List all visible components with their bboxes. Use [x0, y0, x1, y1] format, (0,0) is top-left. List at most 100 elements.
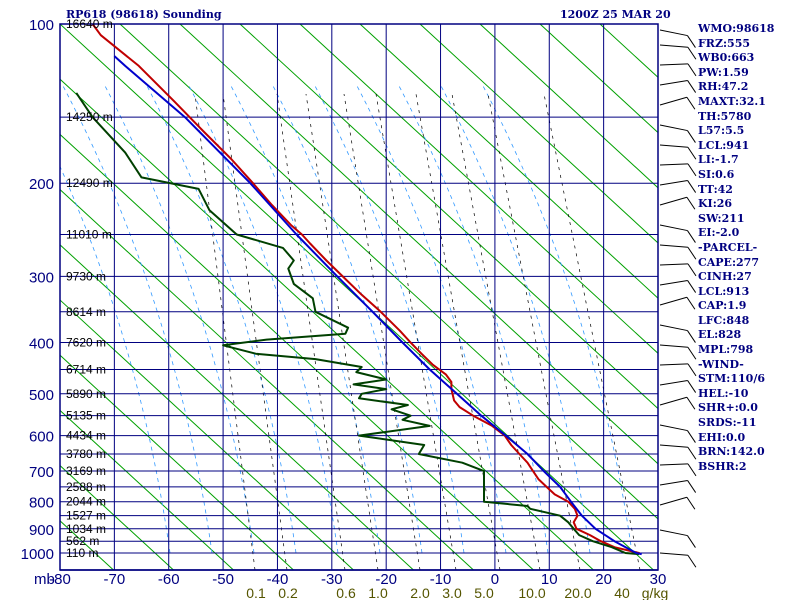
dry-adiabat: [60, 299, 355, 570]
mixing-ratio-line: [487, 93, 581, 570]
dry-adiabat: [60, 244, 415, 570]
plot-frame: [59, 23, 659, 571]
wind-barb-feather: [687, 430, 696, 443]
mixing-ratio-label: 5.0: [474, 585, 494, 600]
dry-adiabat: [539, 24, 658, 134]
mixing-ratio-labels: 0.1 0.2 0.6 1.0 2.0 3.0 5.0 10.0 20.0 40 g/kg: [246, 585, 668, 600]
wind-barb-feather: [687, 346, 697, 360]
index-item: SHR+:0.0: [698, 401, 758, 415]
background-lines: [60, 24, 658, 570]
wind-barb-feather: [687, 554, 697, 568]
wind-barb: [659, 180, 688, 186]
wind-barb-feather: [687, 246, 697, 260]
temperature-line: [91, 24, 642, 555]
wind-barb: [659, 63, 688, 66]
wind-barb: [659, 529, 688, 537]
height-label: 110 m: [66, 546, 98, 560]
height-label: 9730 m: [66, 269, 106, 283]
moist-adiabat: [271, 83, 423, 554]
moist-adiabat: [397, 83, 549, 554]
pressure-tick-label: 1000: [21, 546, 54, 563]
index-item: FRZ:555: [698, 36, 751, 50]
temperature-tick-label: -20: [375, 571, 397, 588]
dry-adiabat: [479, 24, 658, 189]
mixing-ratio-unit: g/kg: [642, 585, 668, 600]
mixing-ratio-label: 3.0: [442, 585, 462, 600]
pressure-axis: 100 200 300 400 500 600 700 800 900 1000 mb: [21, 17, 55, 588]
wind-barb: [659, 144, 688, 148]
mixing-ratio-label: 40: [614, 585, 630, 600]
dry-adiabat: [299, 24, 658, 355]
height-label: 3169 m: [66, 464, 106, 478]
wind-barb: [659, 296, 688, 306]
index-item: MAXT:32.1: [698, 94, 766, 108]
mixing-ratio-line: [276, 93, 346, 570]
dry-adiabat: [60, 464, 175, 570]
temperature-tick-label: 10: [541, 571, 558, 588]
index-item: CINH:27: [698, 270, 752, 284]
mixing-ratio-line: [305, 93, 379, 570]
parcel-line: [113, 55, 642, 556]
height-label: 7620 m: [66, 335, 106, 349]
pressure-tick-label: 500: [29, 387, 54, 404]
dry-adiabat: [60, 409, 235, 570]
index-item: HEL:-10: [698, 386, 749, 400]
sounding-datetime: 1200Z 25 MAR 20: [560, 8, 671, 21]
station-title: RP618 (98618) Sounding: [66, 8, 222, 21]
index-item: -WIND-: [698, 357, 744, 371]
wind-barb-feather: [687, 130, 696, 143]
wind-barb-feather: [687, 463, 697, 477]
pressure-tick-label: 200: [29, 176, 54, 193]
pressure-tick-label: 700: [29, 464, 54, 481]
index-item: -PARCEL-: [698, 240, 758, 254]
mixing-ratio-line: [222, 93, 288, 570]
height-label: 16640 m: [66, 17, 113, 31]
index-item: EL:828: [698, 328, 742, 342]
index-item: MPL:798: [698, 343, 754, 357]
wind-barb-feather: [686, 96, 696, 110]
temperature-tick-label: -50: [212, 571, 234, 588]
mixing-ratio-label: 0.2: [278, 585, 298, 600]
height-label: 14250 m: [66, 110, 113, 124]
wind-barb: [659, 344, 688, 348]
mixing-ratio-label: 0.1: [246, 585, 266, 600]
height-label: 5135 m: [66, 409, 106, 423]
index-item: KI:26: [698, 197, 733, 211]
pressure-tick-label: 900: [29, 522, 54, 539]
index-item: STM:110/6: [698, 372, 765, 386]
wind-barb: [659, 444, 688, 448]
wind-barb: [659, 424, 688, 432]
height-label: 6714 m: [66, 363, 106, 377]
mixing-ratio-line: [451, 93, 541, 570]
temperature-tick-label: -10: [430, 571, 452, 588]
sounding-lines: [75, 24, 642, 556]
wind-barb-feather: [686, 296, 696, 310]
index-item: RH:47.2: [698, 80, 749, 94]
wind-barb: [659, 396, 688, 406]
dry-adiabat: [239, 24, 658, 410]
height-label: 4434 m: [66, 429, 106, 443]
height-label: 2044 m: [66, 495, 106, 509]
wind-barb-feather: [687, 263, 697, 277]
index-item: CAP:1.9: [698, 299, 747, 313]
height-label: 1034 m: [66, 522, 106, 536]
index-item: L57:5.5: [698, 124, 745, 138]
index-item: LI:-1.7: [698, 153, 739, 167]
pressure-tick-label: 300: [29, 269, 54, 286]
mixing-ratio-label: 0.6: [336, 585, 356, 600]
dry-adiabat: [60, 354, 295, 570]
wind-barb: [659, 244, 688, 248]
mixing-ratio-line: [543, 93, 641, 570]
wind-barb-feather: [687, 363, 697, 377]
moist-adiabat: [61, 83, 213, 554]
wind-barb-feather: [687, 46, 697, 60]
wind-barb: [659, 552, 688, 556]
moist-adiabat: [103, 83, 255, 554]
wind-barb: [659, 44, 688, 48]
index-item: EI:-2.0: [698, 226, 740, 240]
height-label: 562 m: [66, 534, 99, 548]
index-item: BRN:142.0: [698, 445, 765, 459]
dry-adiabat: [60, 133, 535, 570]
wind-barb: [659, 324, 688, 332]
